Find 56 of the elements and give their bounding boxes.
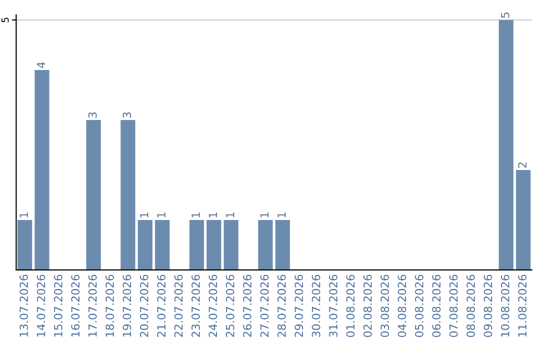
x-tick-label: 31.07.2026 xyxy=(329,274,338,337)
x-tick-label: 27.07.2026 xyxy=(260,274,269,337)
bar xyxy=(275,220,290,270)
x-tick-label: 25.07.2026 xyxy=(226,274,234,337)
bar xyxy=(498,20,514,270)
data-label: 1 xyxy=(208,212,217,218)
x-tick-label: 04.08.2026 xyxy=(398,274,406,338)
data-label: 1 xyxy=(260,212,269,218)
bar xyxy=(34,70,50,270)
data-label: 1 xyxy=(140,212,148,218)
x-tick-label: 02.08.2026 xyxy=(363,274,372,338)
bar xyxy=(120,120,136,270)
x-tick-label: 16.07.2026 xyxy=(71,274,80,337)
data-label: 5 xyxy=(501,12,510,18)
bar xyxy=(516,170,531,270)
x-tick-label: 30.07.2026 xyxy=(312,274,320,337)
data-label: 1 xyxy=(192,212,200,218)
x-tick-label: 24.07.2026 xyxy=(208,274,218,337)
data-label: 3 xyxy=(88,112,97,118)
x-tick-label: 05.08.2026 xyxy=(414,274,424,338)
x-tick-label: 15.07.2026 xyxy=(54,274,62,337)
x-tick-label: 07.08.2026 xyxy=(449,274,458,338)
bar xyxy=(224,220,238,270)
x-tick-label: 09.08.2026 xyxy=(484,274,492,338)
x-tick-label: 20.07.2026 xyxy=(140,274,148,337)
x-tick-label: 13.07.2026 xyxy=(20,274,28,337)
x-tick-label: 26.07.2026 xyxy=(243,274,252,337)
x-tick-label: 22.07.2026 xyxy=(174,274,183,337)
x-tick-label: 28.07.2026 xyxy=(277,274,286,337)
x-tick-label: 21.07.2026 xyxy=(157,274,166,337)
data-label: 1 xyxy=(278,212,286,218)
x-tick-label: 19.07.2026 xyxy=(122,274,132,337)
x-tick-label: 11.08.2026 xyxy=(518,274,527,337)
x-tick-label: 14.07.2026 xyxy=(36,274,46,337)
x-tick-label: 01.08.2026 xyxy=(346,274,355,338)
data-label: 4 xyxy=(36,62,46,68)
x-tick-label: 23.07.2026 xyxy=(192,274,200,337)
data-label: 1 xyxy=(20,212,28,218)
bar xyxy=(86,120,101,270)
x-tick-label: 29.07.2026 xyxy=(294,274,304,337)
bar xyxy=(206,220,222,270)
data-label: 2 xyxy=(518,162,526,168)
x-tick-label: 10.08.2026 xyxy=(500,274,510,337)
bar xyxy=(17,220,32,270)
data-label: 1 xyxy=(226,212,234,218)
x-tick-label: 06.08.2026 xyxy=(432,274,441,338)
data-label: 3 xyxy=(122,112,132,118)
x-tick-label: 03.08.2026 xyxy=(380,274,390,338)
bar xyxy=(258,220,273,270)
bar xyxy=(138,220,152,270)
x-tick-label: 18.07.2026 xyxy=(106,274,114,337)
data-label: 1 xyxy=(157,212,166,218)
x-tick-label: 17.07.2026 xyxy=(88,274,97,337)
bar xyxy=(155,220,170,270)
x-tick-label: 08.08.2026 xyxy=(466,274,475,338)
bar xyxy=(189,220,204,270)
